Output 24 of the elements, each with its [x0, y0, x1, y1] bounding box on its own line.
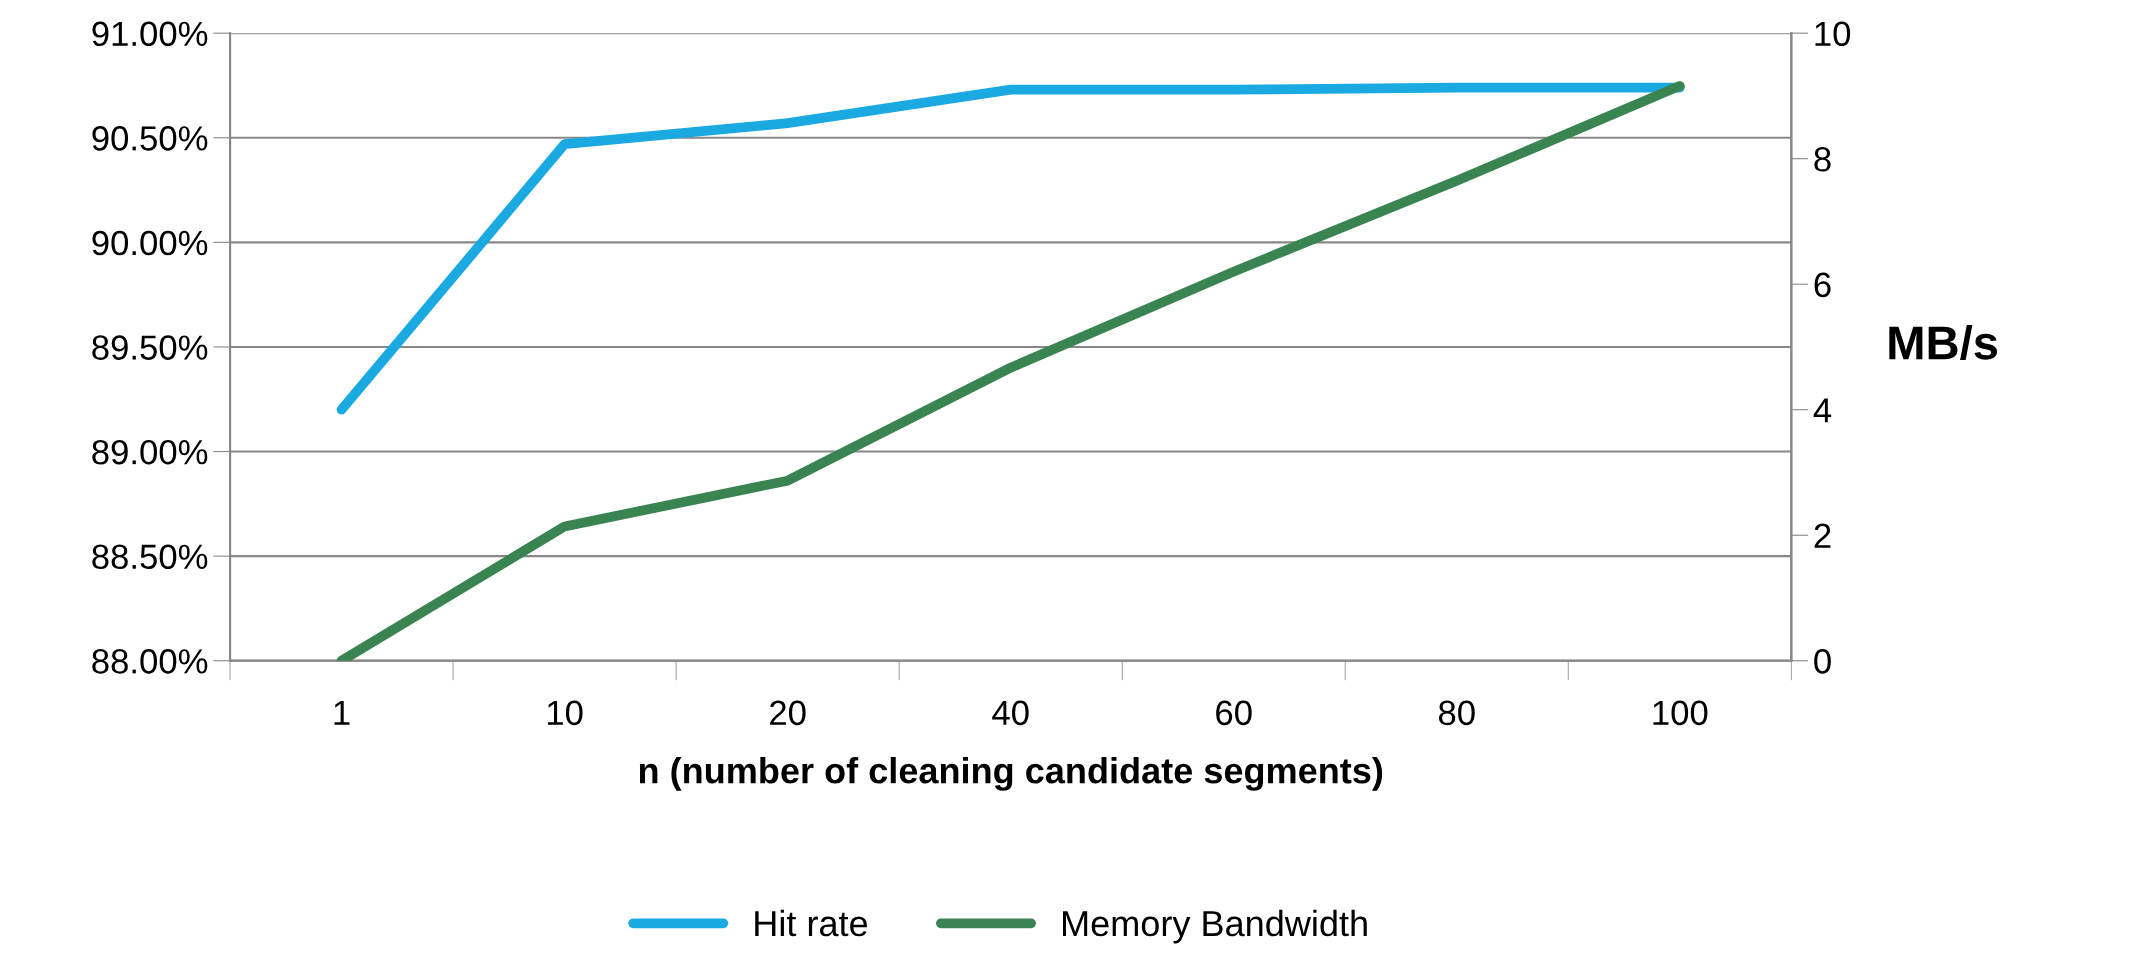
y-tick-label: 89.00%: [92, 439, 208, 465]
x-tick-label: 40: [992, 700, 1029, 726]
y-tick-label: 89.50%: [92, 335, 208, 360]
x-tick-label: 1: [334, 700, 350, 725]
y2-axis-title: MB/s: [1889, 324, 1998, 361]
legend-label: Memory Bandwidth: [1063, 909, 1367, 944]
y-tick-label: 90.00%: [92, 230, 208, 256]
y-tick-label: 88.00%: [92, 649, 208, 674]
y2-tick-label: 2: [1814, 523, 1831, 548]
y2-tick-label: 10: [1815, 21, 1851, 47]
x-tick-label: 60: [1216, 700, 1252, 726]
y2-tick-label: 0: [1814, 649, 1831, 674]
x-tick-label: 80: [1438, 700, 1475, 726]
y-tick-label: 90.50%: [92, 126, 208, 151]
x-tick-label: 20: [770, 700, 806, 726]
y2-tick-label: 4: [1813, 398, 1832, 423]
y-tick-label: 91.00%: [92, 21, 208, 47]
x-axis-title: n (number of cleaning candidate segments): [639, 757, 1383, 791]
y2-tick-label: 6: [1814, 272, 1831, 298]
x-tick-label: 100: [1653, 700, 1708, 726]
y-tick-label: 88.50%: [92, 544, 208, 570]
x-tick-label: 10: [547, 700, 583, 726]
y2-tick-label: 8: [1814, 147, 1831, 172]
legend-label: Hit rate: [755, 909, 868, 937]
